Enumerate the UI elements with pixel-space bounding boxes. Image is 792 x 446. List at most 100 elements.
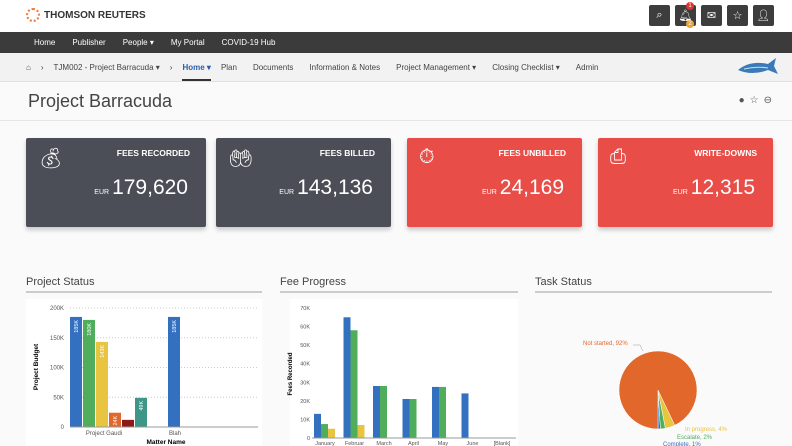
brand-logo[interactable]: THOMSON REUTERS bbox=[26, 8, 146, 22]
logo-icon bbox=[26, 8, 40, 22]
card-currency: EUR bbox=[481, 189, 497, 196]
y-tick-label: 60K bbox=[300, 325, 310, 331]
fee-progress-chart: 0 10K 20K 30K 40K 50K 60K 70K Fees Recorded Janua… bbox=[288, 299, 518, 446]
panel-title-task-status: Task Status bbox=[535, 276, 772, 293]
bar bbox=[96, 341, 108, 427]
chevron-right-icon: › bbox=[169, 62, 173, 72]
page-title: Project Barracuda bbox=[28, 91, 173, 111]
y-tick-label: 0 bbox=[61, 425, 65, 431]
search-button[interactable]: ⌕ bbox=[649, 5, 670, 26]
tab-plan[interactable]: Plan bbox=[220, 62, 237, 72]
bar bbox=[373, 386, 380, 438]
notifications-button[interactable]: 🔔︎ 1 2 bbox=[675, 2, 696, 28]
x-tick-label: June bbox=[467, 441, 479, 446]
bar bbox=[321, 424, 328, 438]
slice-label: Complete, 1% bbox=[663, 442, 701, 446]
barracuda-logo bbox=[738, 58, 778, 74]
nav-home[interactable]: Home bbox=[34, 38, 56, 47]
project-status-chart: 0 50K 100K 150K 200K Project Budget Matter Nam… bbox=[26, 299, 262, 446]
bar bbox=[109, 412, 121, 427]
leader-line bbox=[633, 344, 644, 352]
chevron-right-icon: › bbox=[40, 62, 44, 72]
pie-slice bbox=[618, 350, 698, 430]
bar bbox=[328, 428, 335, 438]
mail-icon: ✉ bbox=[706, 10, 717, 22]
bar bbox=[461, 393, 469, 438]
bar bbox=[350, 330, 358, 438]
x-tick-label: Februar bbox=[345, 441, 364, 446]
edit-icon[interactable]: ● bbox=[738, 95, 745, 106]
x-tick-label: May bbox=[438, 441, 449, 446]
card-fees-unbilled[interactable]: ⏱︎ FEES UNBILLED EUR 24,169 bbox=[407, 138, 582, 227]
nav-people[interactable]: People ▾ bbox=[122, 38, 154, 47]
data-label: 180K bbox=[87, 323, 93, 336]
card-label: FEES BILLED bbox=[319, 148, 375, 158]
data-label: 24K bbox=[113, 415, 119, 425]
user-icon: 👤︎ bbox=[756, 10, 771, 22]
card-write-downs[interactable]: ⎙ WRITE-DOWNS EUR 12,315 bbox=[598, 138, 773, 227]
data-label: 143K bbox=[100, 345, 106, 358]
hand-money-icon: 🤲︎ bbox=[228, 148, 254, 170]
card-fees-billed[interactable]: 🤲︎ FEES BILLED EUR 143,136 bbox=[216, 138, 391, 227]
divider bbox=[0, 120, 792, 121]
nav-publisher[interactable]: Publisher bbox=[72, 38, 106, 47]
user-button[interactable]: 👤︎ bbox=[753, 5, 774, 26]
star-icon: ☆ bbox=[732, 10, 743, 22]
tab-closing-checklist[interactable]: Closing Checklist ▾ bbox=[492, 62, 560, 72]
notification-badge-secondary: 2 bbox=[686, 20, 694, 28]
nav-covid-hub[interactable]: COVID-19 Hub bbox=[221, 38, 276, 47]
more-options-icon[interactable]: ⊖ bbox=[763, 95, 772, 106]
x-tick-label: March bbox=[376, 441, 391, 446]
y-tick-label: 150K bbox=[50, 336, 64, 342]
y-tick-label: 20K bbox=[300, 399, 310, 405]
bar bbox=[83, 319, 95, 427]
messages-button[interactable]: ✉ bbox=[701, 5, 722, 26]
money-bag-icon: 💰︎ bbox=[38, 148, 64, 170]
card-value: 24,169 bbox=[499, 176, 564, 199]
bar bbox=[70, 316, 82, 427]
favorites-button[interactable]: ☆ bbox=[727, 5, 748, 26]
tab-information-notes[interactable]: Information & Notes bbox=[309, 62, 381, 72]
bar bbox=[168, 316, 180, 427]
task-status-chart: Complete, 1%Escalate, 2% In progress, 4% N… bbox=[583, 341, 728, 446]
favorite-star-icon[interactable]: ☆ bbox=[749, 95, 759, 106]
slice-label: In progress, 4% bbox=[685, 427, 728, 433]
y-tick-label: 30K bbox=[300, 380, 310, 386]
bar bbox=[357, 425, 365, 438]
brand-name: THOMSON REUTERS bbox=[44, 9, 146, 21]
x-axis-label: Matter Name bbox=[146, 439, 185, 446]
card-currency: EUR bbox=[672, 189, 688, 196]
data-label: 185K bbox=[172, 320, 178, 333]
y-axis-label: Fees Recorded bbox=[288, 352, 294, 395]
bar bbox=[439, 386, 446, 438]
tab-documents[interactable]: Documents bbox=[252, 62, 294, 72]
y-axis-label: Project Budget bbox=[33, 343, 40, 390]
slice-label: Not started, 92% bbox=[583, 341, 628, 347]
bar bbox=[314, 413, 321, 438]
main-nav: Home Publisher People ▾ My Portal COVID-19 H… bbox=[0, 32, 792, 53]
y-tick-label: 10K bbox=[300, 417, 310, 423]
card-value: 179,620 bbox=[112, 176, 188, 199]
breadcrumb-project[interactable]: TJM002 - Project Barracuda ▾ bbox=[53, 62, 160, 72]
stopwatch-icon: ⏱︎ bbox=[419, 146, 435, 168]
data-label: 49K bbox=[139, 401, 145, 411]
project-nav: ⌂ › TJM002 - Project Barracuda ▾ › Home ▾ … bbox=[0, 53, 792, 82]
card-fees-recorded[interactable]: 💰︎ FEES RECORDED EUR 179,620 bbox=[26, 138, 206, 227]
bar bbox=[122, 419, 134, 427]
y-tick-label: 70K bbox=[300, 306, 310, 312]
tab-home[interactable]: Home ▾ bbox=[182, 54, 211, 81]
y-tick-label: 0 bbox=[307, 436, 310, 442]
bar bbox=[409, 399, 417, 438]
card-label: FEES RECORDED bbox=[116, 148, 190, 158]
notification-badge: 1 bbox=[686, 2, 694, 10]
y-tick-label: 200K bbox=[50, 306, 64, 312]
card-label: FEES UNBILLED bbox=[498, 148, 566, 158]
tab-project-management[interactable]: Project Management ▾ bbox=[396, 62, 477, 72]
card-label: WRITE-DOWNS bbox=[694, 148, 757, 158]
nav-my-portal[interactable]: My Portal bbox=[170, 38, 205, 47]
bar bbox=[343, 317, 351, 438]
card-currency: EUR bbox=[94, 189, 110, 196]
tab-admin[interactable]: Admin bbox=[575, 62, 599, 72]
slice-label: Escalate, 2% bbox=[677, 435, 713, 441]
home-icon[interactable]: ⌂ bbox=[26, 62, 31, 72]
